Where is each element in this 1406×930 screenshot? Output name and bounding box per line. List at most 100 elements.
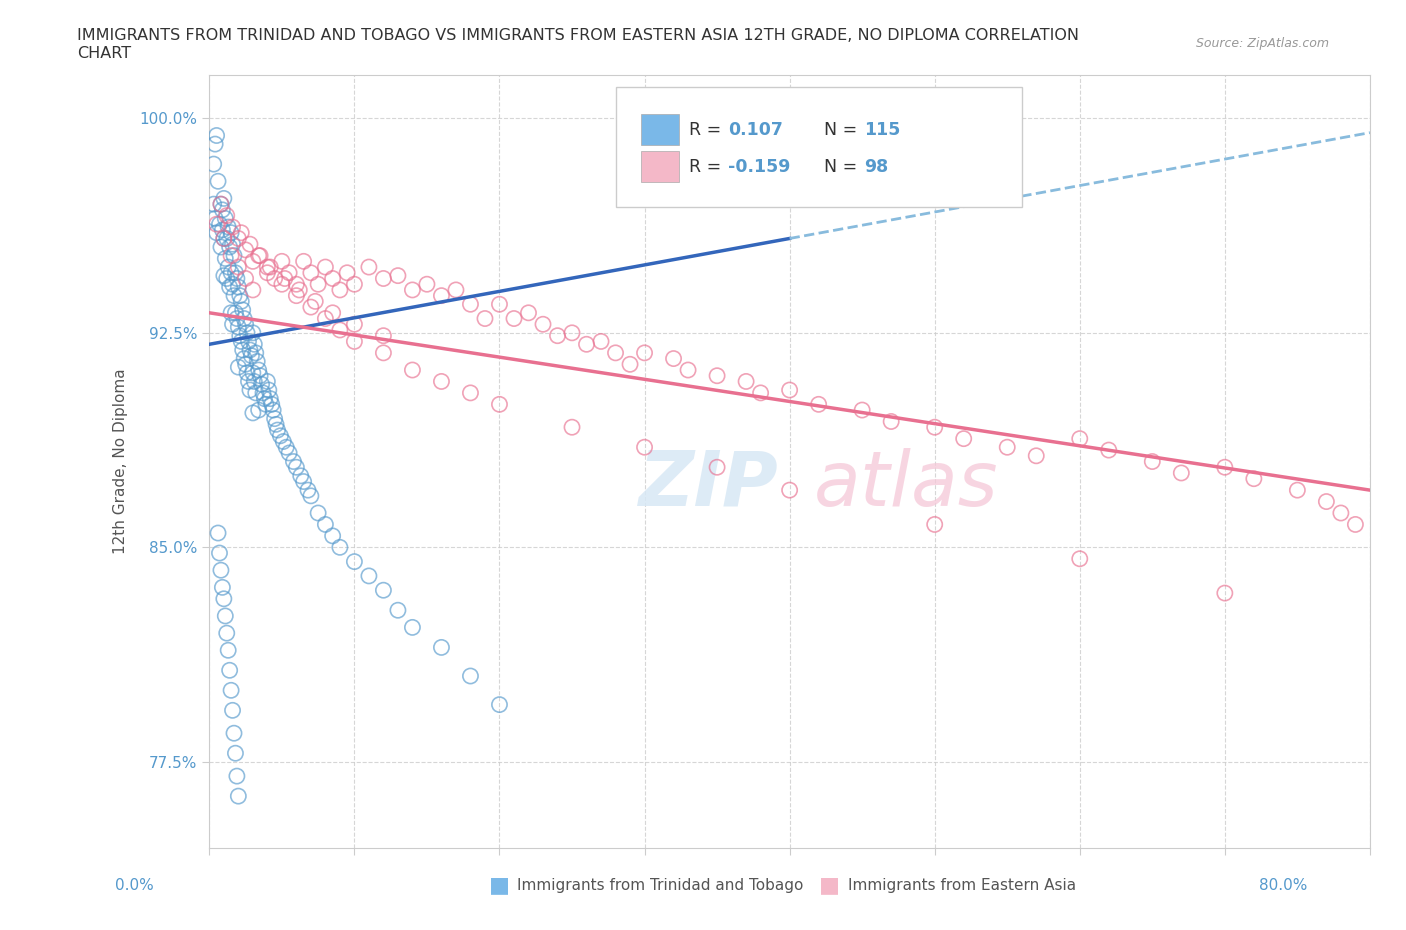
Point: [231, 294, 253, 309]
Point: [807, 397, 830, 412]
Point: [285, 459, 308, 474]
Point: [254, 397, 277, 412]
Point: [924, 419, 946, 434]
Point: [633, 345, 655, 360]
Point: [236, 326, 259, 340]
Point: [343, 334, 366, 349]
Point: [256, 259, 278, 274]
Point: [288, 283, 311, 298]
Point: [209, 197, 232, 212]
Point: [329, 540, 352, 555]
Point: [228, 280, 250, 295]
Point: [292, 254, 315, 269]
Y-axis label: 12th Grade, No Diploma: 12th Grade, No Diploma: [114, 368, 128, 554]
Point: [221, 317, 243, 332]
Point: [204, 137, 226, 152]
Point: [290, 469, 312, 484]
Point: [322, 528, 344, 543]
Point: [307, 506, 329, 521]
Point: [242, 283, 264, 298]
Point: [517, 305, 540, 320]
Point: [387, 268, 409, 283]
Point: [329, 283, 352, 298]
Point: [212, 191, 235, 206]
Point: [217, 643, 239, 658]
Point: [209, 563, 232, 578]
Point: [263, 271, 285, 286]
Point: [221, 219, 243, 234]
Point: [253, 392, 276, 406]
Text: 0.0%: 0.0%: [115, 878, 155, 893]
Point: [619, 357, 641, 372]
Text: ■: ■: [820, 875, 839, 896]
Point: [218, 663, 240, 678]
Point: [243, 374, 266, 389]
Text: ■: ■: [489, 875, 509, 896]
Point: [266, 422, 288, 437]
Point: [263, 411, 285, 426]
Point: [575, 337, 598, 352]
Text: 0.107: 0.107: [728, 121, 783, 139]
Point: [212, 231, 235, 246]
Point: [259, 259, 281, 274]
Point: [503, 312, 526, 326]
Point: [256, 374, 278, 389]
Point: [257, 382, 280, 397]
Point: [336, 265, 359, 280]
Point: [307, 277, 329, 292]
Point: [208, 546, 231, 561]
Point: [243, 337, 266, 352]
Point: [218, 240, 240, 255]
Point: [278, 445, 301, 460]
Point: [531, 317, 554, 332]
Text: CHART: CHART: [77, 46, 131, 61]
Point: [304, 294, 326, 309]
Point: [207, 174, 229, 189]
Point: [204, 211, 226, 226]
Point: [373, 328, 395, 343]
Point: [231, 225, 253, 240]
Point: [285, 277, 308, 292]
Text: Immigrants from Eastern Asia: Immigrants from Eastern Asia: [848, 878, 1076, 893]
Point: [561, 326, 583, 340]
Point: [749, 385, 772, 400]
Point: [228, 360, 250, 375]
Point: [205, 225, 228, 240]
Point: [706, 459, 728, 474]
Point: [247, 403, 270, 418]
Point: [264, 417, 287, 432]
Point: [952, 432, 974, 446]
Point: [249, 248, 271, 263]
Point: [278, 265, 301, 280]
Point: [779, 483, 801, 498]
Point: [242, 254, 264, 269]
Point: [1142, 454, 1164, 469]
Point: [205, 217, 228, 232]
Point: [1213, 459, 1236, 474]
Bar: [641, 114, 679, 145]
Point: [224, 746, 246, 761]
Point: [460, 669, 482, 684]
Point: [343, 277, 366, 292]
Point: [269, 429, 291, 444]
Point: [242, 405, 264, 420]
FancyBboxPatch shape: [616, 87, 1022, 206]
Point: [232, 342, 254, 357]
Point: [270, 254, 292, 269]
Point: [219, 248, 242, 263]
Point: [214, 608, 236, 623]
Point: [215, 208, 238, 223]
Point: [228, 231, 250, 246]
Point: [924, 517, 946, 532]
Point: [217, 219, 239, 234]
Point: [249, 368, 271, 383]
Point: [224, 265, 246, 280]
Point: [221, 237, 243, 252]
Point: [207, 525, 229, 540]
Point: [218, 280, 240, 295]
Point: [343, 554, 366, 569]
Point: [209, 240, 232, 255]
Text: N =: N =: [824, 157, 863, 176]
Point: [211, 222, 233, 237]
Point: [211, 203, 233, 218]
